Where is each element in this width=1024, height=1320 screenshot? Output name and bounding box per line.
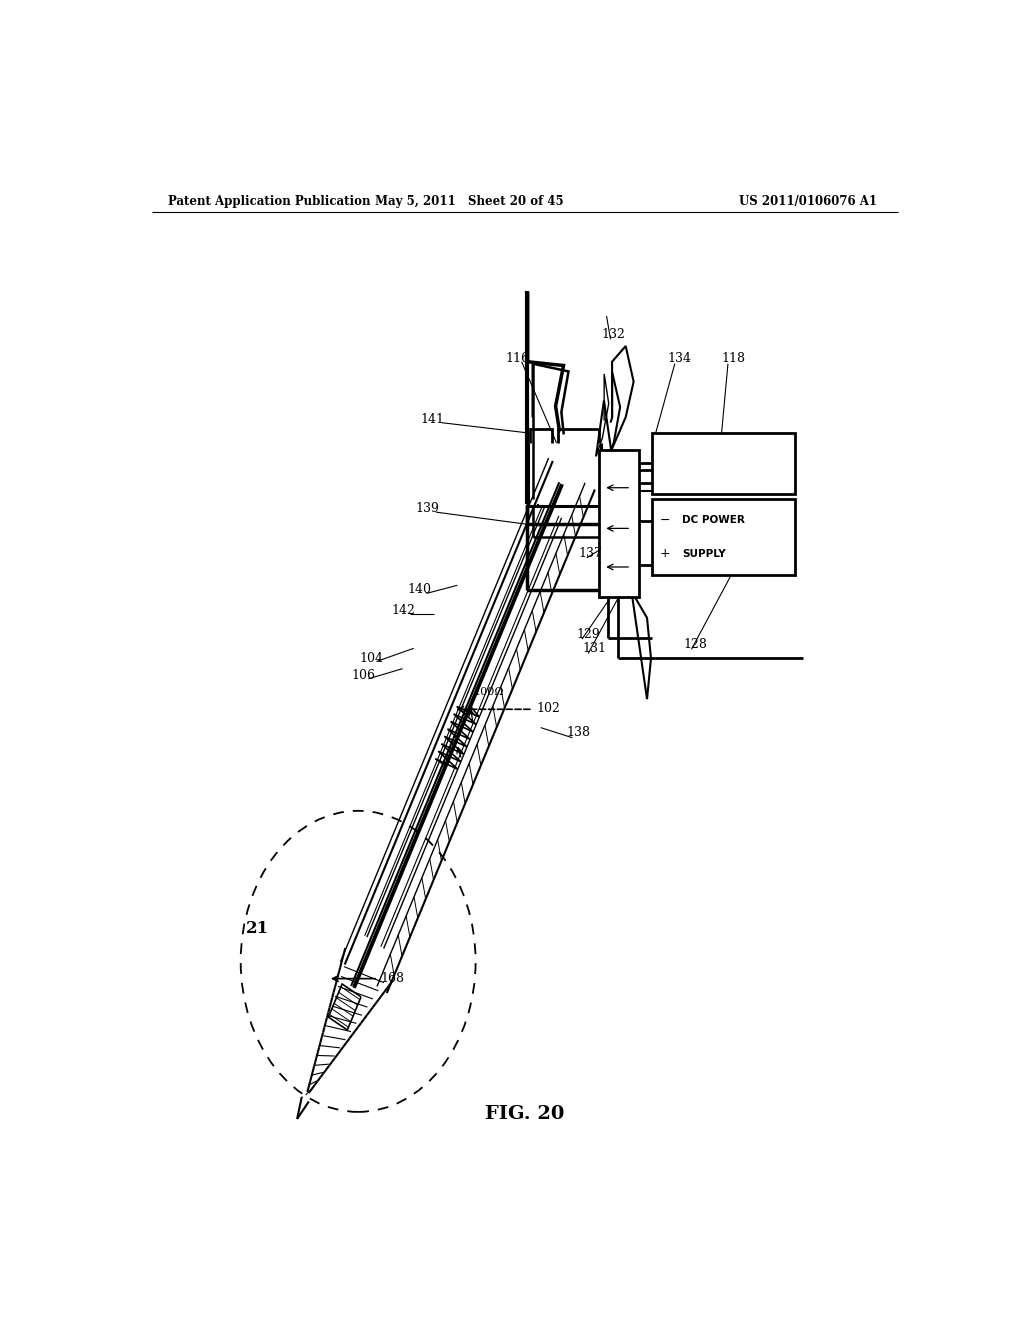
Text: 102: 102 [537,702,560,715]
Text: 139: 139 [416,502,439,515]
Text: SUPPLY: SUPPLY [682,549,726,558]
Bar [652,499,795,576]
Text: 106: 106 [351,669,375,682]
Text: +: + [659,548,671,560]
Text: 21: 21 [246,920,268,937]
Text: US 2011/0106076 A1: US 2011/0106076 A1 [739,194,878,207]
Text: 118: 118 [722,351,745,364]
Text: 134: 134 [668,351,691,364]
Text: FIG. 20: FIG. 20 [485,1105,564,1123]
Text: May 5, 2011   Sheet 20 of 45: May 5, 2011 Sheet 20 of 45 [375,194,563,207]
Text: 142: 142 [391,603,416,616]
Text: 104: 104 [359,652,383,664]
Text: 140: 140 [408,583,431,597]
Text: 116: 116 [506,351,529,364]
Bar [652,433,795,494]
Text: 100Ω: 100Ω [473,686,504,697]
Text: −: − [659,513,671,527]
Text: 138: 138 [567,726,591,739]
Bar [599,450,639,598]
Text: 141: 141 [420,413,444,425]
Text: 129: 129 [577,628,600,642]
Text: 132: 132 [601,329,625,342]
Text: 128: 128 [684,639,708,651]
Text: DC POWER: DC POWER [682,515,744,525]
Text: 131: 131 [582,643,606,655]
Text: 137: 137 [578,546,602,560]
Text: 168: 168 [380,972,404,985]
Text: Patent Application Publication: Patent Application Publication [168,194,371,207]
